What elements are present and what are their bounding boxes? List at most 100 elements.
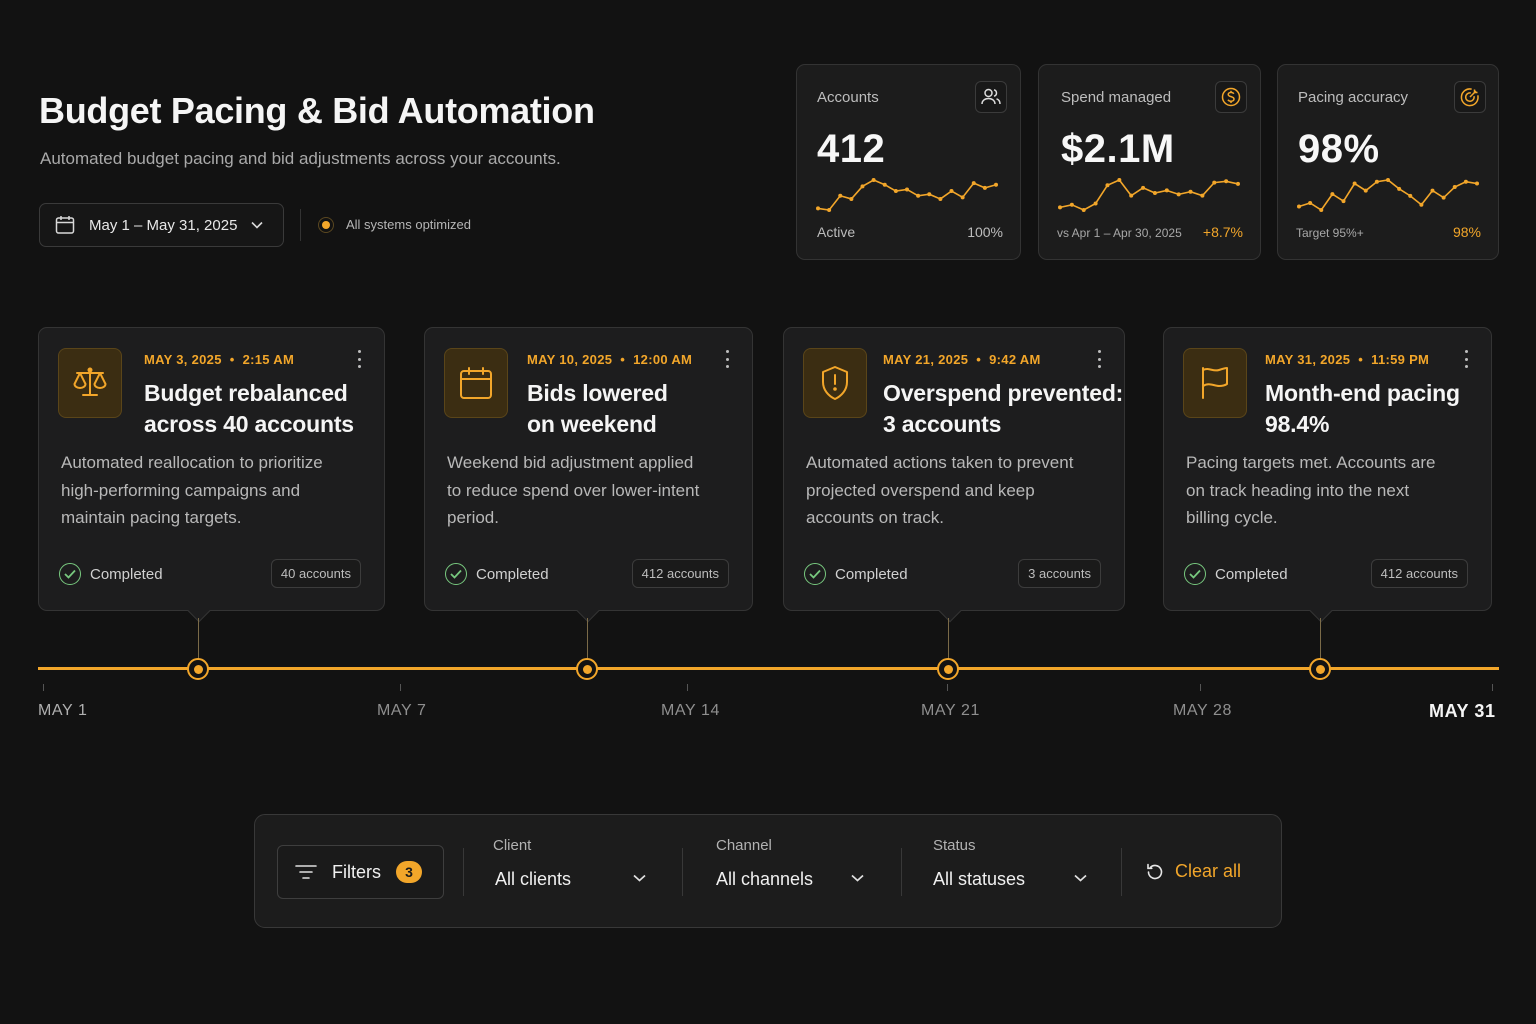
timeline-tick	[947, 684, 948, 691]
sparkline-point	[816, 206, 820, 211]
event-card-budget-rebalanced[interactable]: MAY 3, 2025 • 2:15 AM Budget rebalanced ac…	[38, 327, 385, 623]
event-status: Completed	[1184, 563, 1288, 585]
kpi-value: 412	[817, 127, 886, 171]
sparkline-point	[1129, 193, 1134, 198]
event-title: Month-end pacing 98.4%	[1265, 378, 1460, 440]
event-status: Completed	[59, 563, 163, 585]
event-title-line: Month-end pacing	[1265, 380, 1460, 406]
channel-select[interactable]: Channel All channels	[716, 837, 878, 903]
sparkline-point	[1475, 181, 1479, 186]
event-time: 12:00 AM	[633, 352, 693, 367]
event-time: 11:59 PM	[1371, 352, 1430, 367]
sparkline-point	[1308, 200, 1313, 205]
event-date: MAY 31, 2025	[1265, 352, 1351, 367]
event-title-line: across 40 accounts	[144, 411, 354, 437]
sparkline-point	[1397, 186, 1402, 191]
sparkline-point	[949, 189, 954, 194]
event-description: Pacing targets met. Accounts are on trac…	[1186, 449, 1435, 532]
kpi-value: $2.1M	[1061, 127, 1175, 171]
timeline-marker[interactable]	[576, 658, 598, 680]
event-description-line: on track heading into the next	[1186, 480, 1410, 500]
date-range-label: May 1 – May 31, 2025	[89, 216, 238, 234]
kpi-footer-label: Target 95%+	[1296, 226, 1364, 240]
timeline-marker[interactable]	[1309, 658, 1331, 680]
card-pointer	[576, 599, 600, 623]
event-title-line: Budget rebalanced	[144, 380, 348, 406]
event-status: Completed	[804, 563, 908, 585]
event-card-bids-lowered[interactable]: MAY 10, 2025 • 12:00 AM Bids lowered on we…	[424, 327, 753, 623]
event-title-line: Bids lowered	[527, 380, 668, 406]
accounts-badge: 3 accounts	[1018, 559, 1101, 588]
sparkline-point	[1117, 178, 1122, 182]
check-circle-icon	[1184, 563, 1206, 585]
sparkline-point	[1408, 193, 1413, 198]
check-circle-icon	[445, 563, 467, 585]
more-options-icon[interactable]	[1461, 350, 1471, 368]
timeline-marker[interactable]	[187, 658, 209, 680]
sparkline-point	[1441, 195, 1446, 200]
sparkline-point	[1363, 188, 1368, 193]
event-timestamp: MAY 10, 2025 • 12:00 AM	[527, 352, 693, 367]
event-title-line: Overspend prevented:	[883, 380, 1124, 406]
event-title-line: on weekend	[527, 411, 657, 437]
timeline-tick	[43, 684, 44, 691]
more-options-icon[interactable]	[722, 350, 732, 368]
page-subtitle: Automated budget pacing and bid adjustme…	[40, 149, 561, 168]
kpi-value: 98%	[1298, 127, 1380, 171]
event-card-overspend-prevented[interactable]: MAY 21, 2025 • 9:42 AM Overspend prevented…	[783, 327, 1125, 623]
timeline-connector	[587, 618, 588, 660]
clear-all-button[interactable]: Clear all	[1145, 861, 1241, 882]
accounts-badge: 40 accounts	[270, 559, 361, 588]
event-card-month-end-pacing[interactable]: MAY 31, 2025 • 11:59 PM Month-end pacing 9…	[1163, 327, 1492, 623]
sparkline-point	[994, 182, 998, 187]
timeline-connector	[948, 618, 949, 660]
sparkline-path	[1298, 179, 1478, 212]
date-range-picker[interactable]: May 1 – May 31, 2025	[39, 203, 284, 247]
event-description-line: period.	[447, 508, 499, 527]
shield-alert-icon	[803, 348, 867, 418]
page-title: Budget Pacing & Bid Automation	[39, 90, 595, 131]
event-timestamp: MAY 31, 2025 • 11:59 PM	[1265, 352, 1430, 367]
sparkline-point	[1152, 191, 1157, 196]
client-select-label: Client	[493, 837, 532, 854]
event-description-line: billing cycle.	[1186, 508, 1278, 527]
filters-bar: Filters 3 Client All clients Channel All…	[254, 814, 1282, 928]
channel-select-label: Channel	[716, 837, 772, 854]
timeline-marker[interactable]	[937, 658, 959, 680]
sparkline-point	[1352, 181, 1357, 186]
sparkline-point	[1069, 202, 1074, 207]
kpi-card-spend: Spend managed $2.1M vs Apr 1 – Apr 30, 2…	[1038, 64, 1261, 260]
event-description-line: Weekend bid adjustment applied	[447, 453, 694, 472]
client-select[interactable]: Client All clients	[493, 837, 655, 903]
kpi-label: Accounts	[817, 89, 879, 106]
sparkline-point	[860, 184, 865, 189]
event-title: Budget rebalanced across 40 accounts	[144, 378, 354, 440]
timeline-tick	[400, 684, 401, 691]
timeline-date-label: MAY 7	[377, 702, 427, 719]
status-select[interactable]: Status All statuses	[933, 837, 1095, 903]
sparkline-path	[817, 179, 997, 211]
filters-button[interactable]: Filters 3	[277, 845, 444, 899]
event-description-line: maintain pacing targets.	[61, 508, 242, 527]
timeline-date-label: MAY 31	[1429, 701, 1496, 721]
filter-divider	[463, 848, 464, 896]
more-options-icon[interactable]	[354, 350, 364, 368]
event-description-line: projected overspend and keep	[806, 480, 1035, 500]
accounts-badge: 412 accounts	[631, 559, 729, 588]
sparkline-point	[849, 196, 854, 201]
kpi-footer-value: +8.7%	[1202, 224, 1243, 240]
kpi-label: Pacing accuracy	[1298, 89, 1409, 106]
kpi-card-accounts: Accounts 412 Active 100%	[796, 64, 1021, 260]
timeline-track	[38, 667, 1499, 670]
more-options-icon[interactable]	[1094, 350, 1104, 368]
event-status-label: Completed	[835, 565, 908, 583]
system-status-text: All systems optimized	[346, 217, 471, 232]
card-pointer	[938, 599, 962, 623]
event-timestamp: MAY 21, 2025 • 9:42 AM	[883, 352, 1041, 367]
sparkline-pacing	[1297, 178, 1479, 212]
timeline-date-label: MAY 21	[921, 702, 981, 719]
sparkline-point	[827, 208, 832, 212]
timeline-date-label: MAY 1	[38, 702, 88, 719]
sparkline-point	[1081, 208, 1086, 212]
event-time: 2:15 AM	[242, 352, 295, 367]
